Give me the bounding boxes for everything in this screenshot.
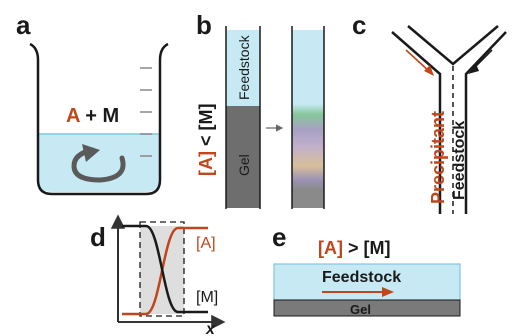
panel-a: a A + M [16,10,169,196]
feedstock-flow-arrowhead-icon [468,64,479,74]
condition-a-greater-m: [A] > [M] [318,238,391,258]
tube2-gel-region [292,190,324,208]
condition-e-rel: > [343,238,364,258]
panel-e-label: e [272,222,286,252]
panel-b-label: b [196,10,212,40]
tube-feedstock-label: Feedstock [236,34,252,100]
legend-a: [A] [196,235,216,252]
tube2-feedstock-region [292,30,324,104]
beaker-graduations [140,67,152,157]
condition-rel: < [196,130,216,151]
stirring-arrow-icon [71,144,126,183]
channel-wall-right [464,31,507,214]
panel-c: c Precipitant Feedstock [352,10,507,214]
tube-gel-region [226,106,260,208]
flow-gel-layer [273,299,461,317]
reaction-zone-border [139,221,185,317]
panel-b: b [A] < [M] Feedstock Gel [196,10,325,209]
beaker-outline [29,42,169,196]
beaker-solution [38,134,160,192]
channel-inner-wall [407,25,499,66]
tube-gel-label: Gel [236,154,252,176]
feedstock-label: Feedstock [451,121,468,200]
channel-wall-left [391,31,442,214]
tube-feedstock-region [226,30,260,106]
condition-e-m: [M] [364,238,391,258]
flow-gel-label: Gel [350,302,371,317]
legend-m: [M] [196,289,218,306]
panel-c-label: c [352,10,366,40]
panel-a-label: a [16,10,31,40]
panel-e: e [A] > [M] Feedstock Gel [272,222,461,317]
condition-e-a: [A] [318,238,343,258]
flow-feedstock-label: Feedstock [322,269,401,286]
precipitant-flow-arrowhead-icon [424,65,434,76]
panel-d-label: d [90,222,106,252]
x-axis-label: x [205,321,216,336]
panel-d: d [A] [M] x [90,214,226,336]
condition-a-less-m: [A] < [M] [196,104,216,177]
species-a: A [66,105,80,127]
precipitant-label: Precipitant [428,111,448,204]
condition-m: [M] [196,104,216,131]
condition-a: [A] [196,151,216,176]
flow-arrowhead-icon [382,287,394,297]
plus-sign: + [80,105,103,127]
precipitant-flow-arrow-icon [405,49,431,73]
reaction-equation: A + M [66,105,119,127]
curve-m [122,224,208,314]
species-m: M [103,105,120,127]
tube2-precipitate-bands [292,104,324,190]
